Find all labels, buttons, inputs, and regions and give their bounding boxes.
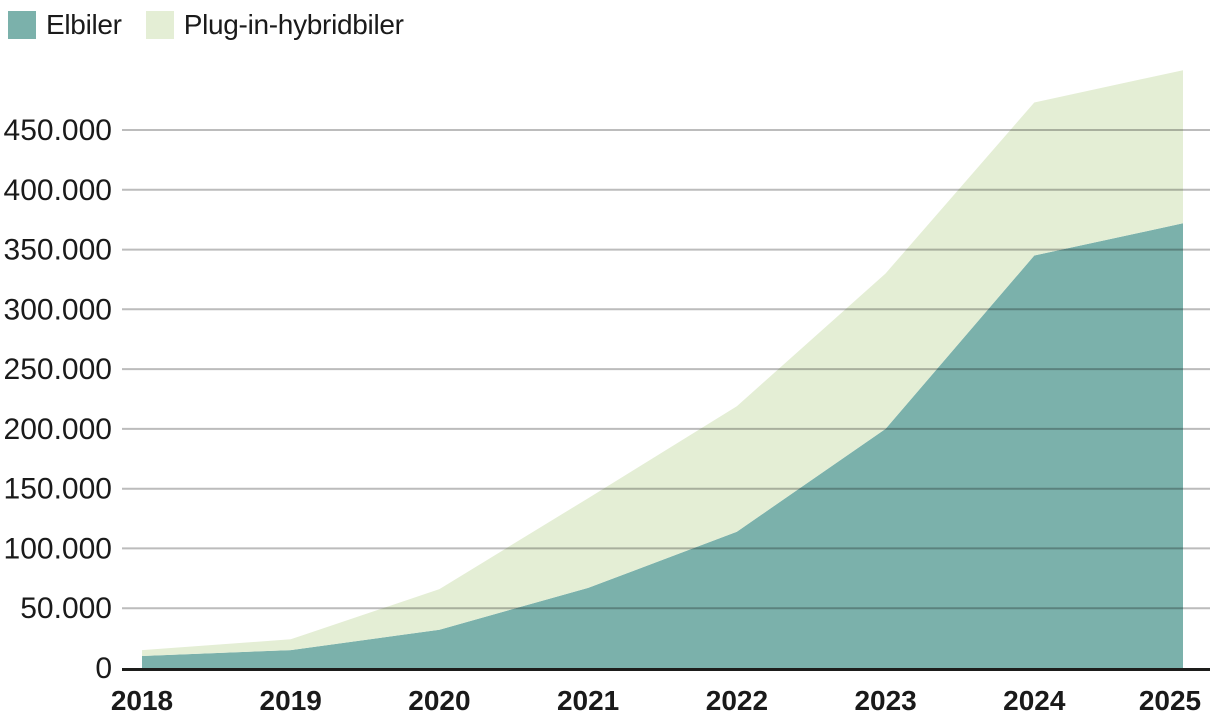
y-tick-label: 0 [95,652,112,685]
legend-swatch-elbiler-icon [8,11,36,39]
chart-legend: Elbiler Plug-in-hybridbiler [8,9,404,41]
y-tick-label: 100.000 [4,532,112,565]
legend-label-elbiler: Elbiler [46,9,122,40]
y-tick-label: 250.000 [4,353,112,386]
y-tick-label: 450.000 [4,114,112,147]
x-tick-label: 2021 [557,685,619,716]
y-tick-label: 200.000 [4,413,112,446]
areas [142,70,1183,669]
legend-item-elbiler: Elbiler [8,9,122,41]
x-axis-labels: 2018 2019 2020 2021 2022 2023 2024 2025 [111,685,1201,716]
gridlines [122,129,1210,610]
x-tick-label: 2025 [1139,685,1201,716]
area-plugin-hybrid [142,70,1183,656]
x-tick-label: 2024 [1003,685,1066,716]
legend-label-plugin-hybrid: Plug-in-hybridbiler [183,9,404,40]
y-tick-label: 300.000 [4,293,112,326]
y-tick-label: 350.000 [4,234,112,267]
area-elbiler [142,223,1183,669]
x-tick-label: 2022 [706,685,768,716]
x-tick-label: 2019 [260,685,322,716]
y-tick-label: 50.000 [20,592,112,625]
legend-swatch-plugin-hybrid-icon [145,11,174,39]
y-axis-labels: 0 50.000 100.000 150.000 200.000 250.000 300.0… [4,114,112,685]
x-axis-line [122,668,1210,671]
legend-item-plugin-hybrid: Plug-in-hybridbiler [145,9,404,41]
y-tick-label: 400.000 [4,174,112,207]
x-tick-label: 2020 [408,685,470,716]
x-tick-label: 2023 [854,685,916,716]
x-tick-label: 2018 [111,685,173,716]
y-tick-label: 150.000 [4,473,112,506]
